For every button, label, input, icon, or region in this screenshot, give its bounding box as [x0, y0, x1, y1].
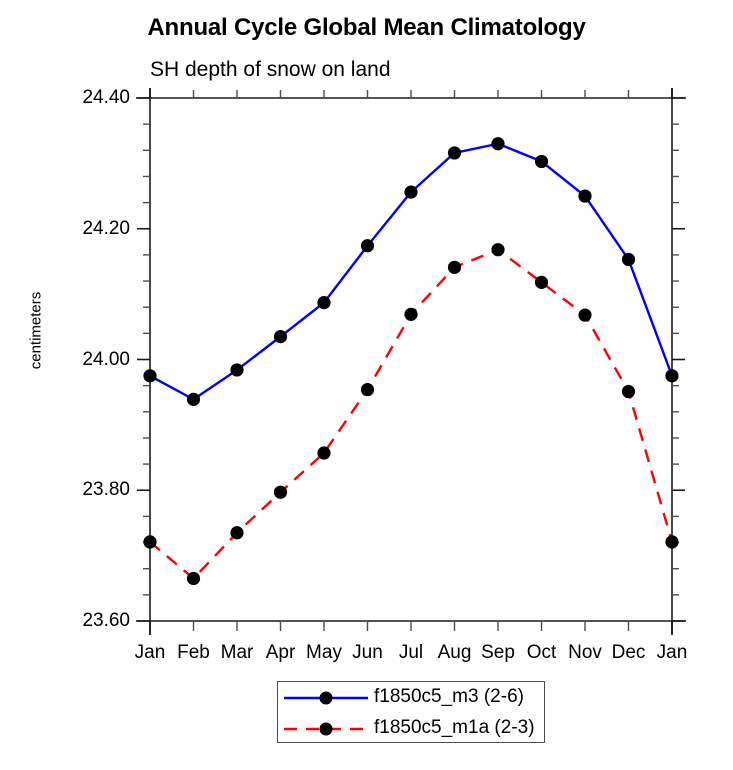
legend-swatch-1: [284, 722, 368, 736]
data-point: [621, 384, 636, 399]
data-point: [665, 369, 679, 383]
data-point: [143, 535, 157, 549]
data-point: [447, 146, 462, 160]
data-point: [317, 446, 331, 460]
y-tick-label: 24.00: [82, 348, 130, 370]
legend-swatch-0: [284, 691, 368, 705]
y-tick-label: 23.80: [82, 479, 130, 501]
y-tick-label: 24.40: [82, 87, 130, 108]
data-point: [665, 535, 679, 549]
x-tick-label: Jan: [656, 642, 688, 663]
legend-entry-1[interactable]: f1850c5_m1a (2-3): [278, 713, 546, 744]
data-point: [491, 137, 505, 151]
data-point: [404, 185, 418, 199]
legend-label-1: f1850c5_m1a (2-3): [374, 717, 535, 738]
data-point: [534, 275, 549, 289]
x-tick-label: Oct: [526, 642, 557, 663]
data-point: [186, 571, 201, 586]
x-tick-label: Jan: [134, 642, 166, 663]
y-tick-label: 23.60: [82, 610, 130, 631]
x-tick-label: Mar: [220, 642, 254, 663]
data-point: [491, 243, 505, 257]
data-point: [578, 308, 592, 322]
x-tick-label: Sep: [481, 642, 515, 663]
data-point: [360, 382, 375, 397]
x-tick-label: Dec: [611, 642, 646, 663]
data-point: [143, 369, 157, 383]
legend-label-0: f1850c5_m3 (2-6): [374, 686, 524, 707]
series-line-0: [149, 142, 674, 401]
x-tick-label: Jul: [398, 642, 424, 663]
series-line-1: [149, 248, 674, 580]
data-point: [186, 392, 201, 406]
y-tick-label: 24.20: [82, 217, 130, 239]
data-point: [404, 307, 418, 321]
legend-entry-0[interactable]: f1850c5_m3 (2-6): [278, 682, 546, 713]
data-point: [230, 526, 244, 540]
chart-title: Annual Cycle Global Mean Climatology: [147, 14, 586, 41]
data-point: [578, 189, 592, 203]
chart-subtitle: SH depth of snow on land: [150, 58, 391, 81]
data-point: [273, 330, 288, 344]
x-tick-label: Apr: [265, 642, 296, 663]
x-tick-label: Jun: [352, 642, 383, 663]
data-point: [360, 239, 375, 253]
data-series: [143, 137, 679, 586]
x-tick-label: May: [306, 642, 342, 663]
data-point: [230, 363, 244, 377]
legend: f1850c5_m3 (2-6) f1850c5_m1a (2-3): [277, 681, 545, 743]
data-point: [317, 296, 331, 310]
data-point: [273, 485, 288, 499]
x-tick-label: Nov: [568, 642, 602, 663]
data-point: [621, 252, 636, 267]
data-point: [447, 260, 462, 274]
x-tick-label: Feb: [177, 642, 210, 663]
x-tick-label: Aug: [437, 642, 472, 663]
data-point: [534, 154, 549, 169]
